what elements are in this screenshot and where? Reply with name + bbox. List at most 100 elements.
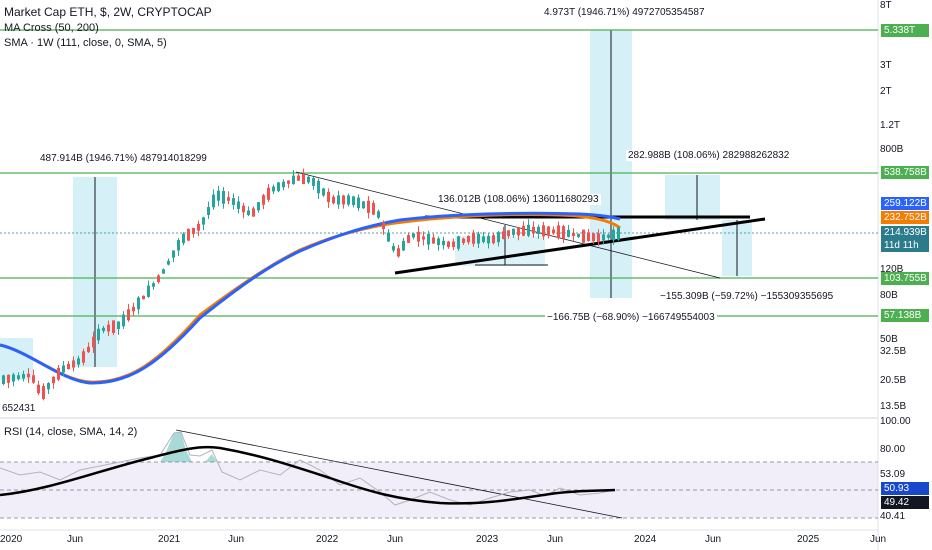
candle-body xyxy=(187,228,190,241)
candle-body xyxy=(372,202,375,215)
candle-body xyxy=(357,197,360,209)
candle-body xyxy=(22,374,25,379)
left-measure-label: 487.914B (1946.71%) 487914018299 xyxy=(38,153,209,164)
candlestick-series[interactable] xyxy=(2,168,620,401)
candle-body xyxy=(547,226,550,236)
ascending-triangle-support[interactable] xyxy=(394,217,766,275)
candle-body xyxy=(12,374,15,382)
time-tick: Jun xyxy=(67,534,84,545)
candle-body xyxy=(127,309,130,321)
time-tick: Jun xyxy=(870,534,887,545)
candle-body xyxy=(167,260,170,265)
rsi-trendline[interactable] xyxy=(175,429,623,519)
ma-50-line[interactable] xyxy=(0,211,621,385)
candle-body xyxy=(497,232,500,243)
candle-body xyxy=(267,187,270,200)
candle-body xyxy=(392,245,395,251)
candle-body xyxy=(82,351,85,363)
candle-body xyxy=(312,178,315,186)
rsi-tick: 80.00 xyxy=(880,444,906,455)
descending-trendline[interactable] xyxy=(295,171,721,279)
candle-body xyxy=(222,190,225,204)
candle-body xyxy=(157,275,160,283)
rsi-line[interactable] xyxy=(0,431,616,506)
candle-body xyxy=(347,195,350,205)
candle-body xyxy=(427,233,430,245)
candle-body xyxy=(382,222,385,230)
rsi-ma-line[interactable] xyxy=(0,445,616,505)
candle-body xyxy=(467,235,470,243)
level-tag-5338[interactable]: 5.338T xyxy=(881,24,929,37)
candle-body xyxy=(562,226,565,239)
ma200-tag[interactable]: 232.752B xyxy=(881,211,929,224)
price-tick: 8T xyxy=(880,0,892,11)
candle-body xyxy=(472,232,475,244)
price-tick: 13.5B xyxy=(880,401,907,412)
price-tick: 32.5B xyxy=(880,346,907,357)
rsi-legend[interactable]: RSI (14, close, SMA, 14, 2) xyxy=(4,426,138,438)
candle-body xyxy=(202,217,205,225)
candle-body xyxy=(602,234,605,241)
top-measure-label: 4.973T (1946.71%) 4972705354587 xyxy=(542,7,707,18)
candle-body xyxy=(597,233,600,243)
candle-body xyxy=(87,346,90,353)
candle-body xyxy=(352,196,355,206)
candle-body xyxy=(107,324,110,332)
candle-body xyxy=(612,229,615,241)
candle-body xyxy=(417,231,420,242)
rsi-overbought-fill xyxy=(160,432,217,462)
level-tag-57[interactable]: 57.138B xyxy=(881,309,929,322)
candle-body xyxy=(572,232,575,236)
edge-measure-label: 652431 xyxy=(0,403,38,414)
rsi-tick: 100.00 xyxy=(880,416,911,427)
candle-body xyxy=(102,327,105,332)
right-measure-label: 282.988B (108.06%) 282988262832 xyxy=(626,150,792,161)
candle-body xyxy=(307,176,310,183)
price-tick: 1.2T xyxy=(880,120,901,131)
measure-box-right[interactable] xyxy=(665,175,720,220)
candle-body xyxy=(592,233,595,242)
candle-body xyxy=(57,367,60,380)
candle-body xyxy=(337,195,340,205)
candle-body xyxy=(162,269,165,274)
candle-body xyxy=(67,363,70,370)
time-tick: 2025 xyxy=(797,534,820,545)
current-price-tag[interactable]: 214.939B xyxy=(881,226,929,239)
rsi-tick: 40.41 xyxy=(880,511,906,522)
candle-body xyxy=(457,236,460,249)
time-tick: 2022 xyxy=(316,534,339,545)
candle-body xyxy=(137,297,140,310)
candle-body xyxy=(522,225,525,236)
level-tag-538[interactable]: 538.758B xyxy=(881,166,929,179)
candle-body xyxy=(332,196,335,204)
candle-body xyxy=(582,229,585,243)
candle-body xyxy=(587,232,590,242)
candle-body xyxy=(362,201,365,209)
ma-cross-legend[interactable]: MA Cross (50, 200) xyxy=(4,22,99,34)
candle-body xyxy=(492,235,495,244)
candle-body xyxy=(297,175,300,181)
sma-legend[interactable]: SMA · 1W (111, close, 0, SMA, 5) xyxy=(4,37,167,49)
candle-body xyxy=(542,225,545,237)
candle-body xyxy=(92,336,95,348)
candle-body xyxy=(482,236,485,242)
measure-box-edge[interactable] xyxy=(0,338,33,380)
ma50-tag[interactable]: 259.122B xyxy=(881,197,929,210)
rsi-ma-value-tag: 49.42 xyxy=(881,496,929,509)
chart-title[interactable]: Market Cap ETH, $, 2W, CRYPTOCAP xyxy=(4,5,212,19)
level-tag-103[interactable]: 103.755B xyxy=(881,272,929,285)
candle-body xyxy=(432,237,435,244)
candle-body xyxy=(172,250,175,258)
candle-body xyxy=(442,240,445,246)
candle-body xyxy=(537,226,540,235)
candle-body xyxy=(232,198,235,205)
candle-body xyxy=(422,236,425,240)
candle-body xyxy=(397,248,400,257)
candle-body xyxy=(322,188,325,196)
candle-body xyxy=(7,374,10,383)
candle-body xyxy=(317,180,320,194)
candle-body xyxy=(37,384,40,394)
time-tick: 2021 xyxy=(158,534,181,545)
price-tick: 120B xyxy=(880,264,904,275)
